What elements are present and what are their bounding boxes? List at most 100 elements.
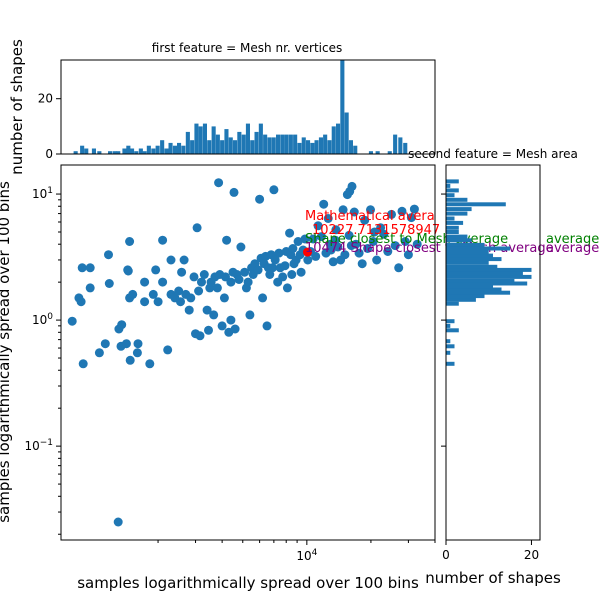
scatter-point xyxy=(125,355,135,365)
top-histogram-ylabel: number of shapes xyxy=(8,39,26,175)
scatter-point xyxy=(94,348,104,358)
right-histogram-bar xyxy=(446,250,489,255)
scatter-point xyxy=(189,272,199,282)
scatter-point xyxy=(390,241,400,251)
top-histogram-bar xyxy=(207,140,212,154)
top-histogram-bar xyxy=(97,151,102,154)
average-annotation: 10227.7131578947 xyxy=(312,223,440,238)
scatter-ylabel: samples logarithmically spread over 100 … xyxy=(0,181,13,523)
top-histogram-bar xyxy=(194,123,199,154)
right-histogram-bar xyxy=(446,361,455,366)
top-histogram-bar xyxy=(126,145,131,154)
right-histogram-bar xyxy=(446,281,528,286)
top-histogram-title: first feature = Mesh nr. vertices xyxy=(152,41,342,55)
right-histogram-bar xyxy=(446,294,485,299)
scatter-point xyxy=(234,275,244,284)
scatter-point xyxy=(331,225,341,235)
scatter-point xyxy=(214,178,224,188)
top-histogram-bar xyxy=(91,148,96,154)
scatter-point xyxy=(209,310,219,320)
top-histogram-bar xyxy=(177,142,182,154)
scatter-point xyxy=(133,339,143,349)
top-histogram-bar xyxy=(215,134,220,154)
scatter-point xyxy=(226,315,236,325)
top-histogram-bar xyxy=(241,134,246,154)
top-histogram-bar xyxy=(327,140,332,154)
scatter-point xyxy=(300,234,310,244)
top-histogram-bar xyxy=(250,140,255,154)
scatter-point xyxy=(287,270,297,279)
scatter-point xyxy=(76,297,86,307)
top-histogram-bar xyxy=(387,151,392,154)
right-histogram-bar xyxy=(446,257,502,262)
top-histogram-bar xyxy=(331,126,336,154)
scatter-point xyxy=(78,359,88,369)
scatter-point xyxy=(409,204,419,214)
top-histogram-bar xyxy=(228,137,233,154)
top-histogram-bar xyxy=(267,137,272,154)
scatter-point xyxy=(328,257,338,267)
scatter-point xyxy=(148,289,158,299)
right-histogram-bar xyxy=(446,220,464,225)
top-histogram-bar xyxy=(263,134,268,154)
right-histogram-xlabel: number of shapes xyxy=(425,569,561,587)
top-histogram-bar xyxy=(276,134,281,154)
scatter-point xyxy=(288,244,298,253)
scatter-point xyxy=(372,255,382,265)
scatter-point xyxy=(125,237,135,246)
top-histogram-bar xyxy=(224,129,229,154)
scatter-point xyxy=(262,321,272,331)
right-histogram-bar xyxy=(446,278,515,283)
scatter-point xyxy=(323,214,333,223)
scatter-point xyxy=(153,297,163,307)
scatter-point xyxy=(85,283,95,293)
scatter-point xyxy=(202,305,212,315)
right-histogram-bar xyxy=(446,339,451,344)
right-histogram-bar xyxy=(446,287,502,292)
average-point xyxy=(303,247,312,257)
scatter-point xyxy=(240,267,250,277)
scatter-point xyxy=(197,277,206,287)
scatter-point xyxy=(100,339,110,349)
top-histogram-bar xyxy=(297,142,302,154)
scatter-point xyxy=(333,242,343,252)
scatter-point xyxy=(166,255,176,265)
scatter-point xyxy=(158,277,168,287)
right-histogram-bar xyxy=(446,328,459,333)
top-histogram-bar xyxy=(344,112,349,154)
scatter-point xyxy=(363,244,373,253)
average-annotation: 10474 Shape closest to Mesh average xyxy=(305,241,554,256)
top-histogram-bar xyxy=(393,134,398,154)
scatter-point xyxy=(123,266,133,276)
top-histogram-bar xyxy=(168,142,173,154)
top-histogram-bar xyxy=(185,131,190,154)
scatter-point xyxy=(140,277,150,287)
right-histogram-bar xyxy=(446,297,476,302)
scatter-point xyxy=(383,247,393,256)
scatter-point xyxy=(394,263,404,273)
scatter-point xyxy=(354,248,364,258)
top-histogram-y-tick-label: 20 xyxy=(38,92,53,106)
scatter-point xyxy=(158,235,168,245)
top-histogram-bar xyxy=(323,134,328,154)
right-histogram-bar xyxy=(446,183,451,188)
scatter-point xyxy=(303,255,313,265)
right-histogram-bar xyxy=(446,234,468,239)
scatter-point xyxy=(151,265,161,275)
scatter-point xyxy=(278,272,288,282)
scatter-point xyxy=(199,270,209,279)
top-histogram-bar xyxy=(353,145,358,154)
top-histogram-bar xyxy=(172,145,177,154)
top-histogram-bar xyxy=(146,145,151,154)
top-histogram-bar xyxy=(310,142,315,154)
scatter-x-tick-label: 104 xyxy=(296,548,317,563)
right-histogram-bar xyxy=(446,197,468,202)
top-histogram-bar xyxy=(130,148,135,154)
right-histogram-bar xyxy=(446,271,523,276)
scatter-point xyxy=(400,237,410,246)
top-histogram-bar xyxy=(155,145,160,154)
top-histogram-bar xyxy=(122,148,127,154)
scatter-point xyxy=(258,293,268,303)
scatter-frame xyxy=(60,164,436,541)
scatter-point xyxy=(296,267,306,277)
